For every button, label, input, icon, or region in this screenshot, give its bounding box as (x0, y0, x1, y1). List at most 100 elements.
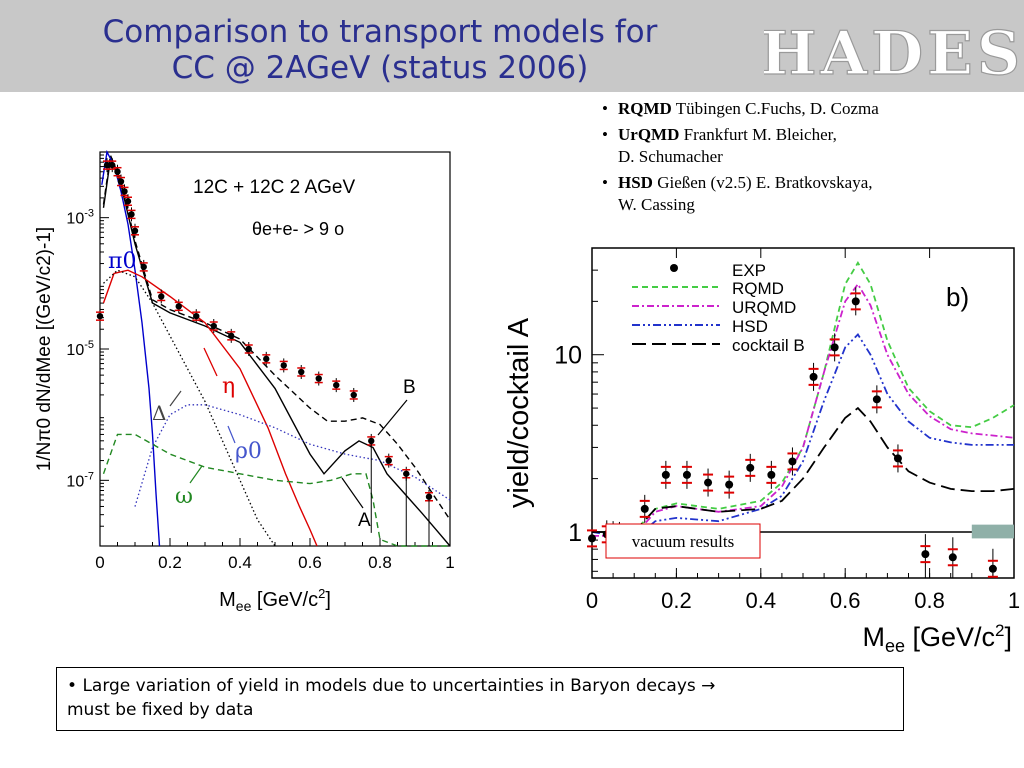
model-details: Frankfurt M. Bleicher, (683, 125, 837, 144)
x-tick-label: 0.8 (368, 553, 392, 572)
inset-box (605, 523, 761, 559)
omega-arrow (189, 465, 203, 484)
model-details: Tübingen C.Fuchs, D. Cozma (675, 99, 879, 118)
data-point (175, 303, 182, 310)
y-tick-label: 10 (554, 342, 582, 370)
rho-arrow (227, 425, 236, 444)
data-point (109, 161, 116, 169)
cut-label: θe+e- > 9 o (252, 219, 344, 239)
data-point (158, 293, 165, 300)
model-details: D. Schumacher (618, 147, 723, 166)
data-point (210, 322, 217, 330)
y-tick-exponent: -7 (84, 470, 94, 482)
curve-a-arrow (341, 477, 364, 509)
data-point (245, 345, 252, 353)
x-axis-label: Mee [GeV/c2] (219, 586, 331, 614)
x-axis-label-unit: [GeV/c (905, 622, 995, 652)
exp-point (809, 372, 818, 381)
legend-label: HSD (732, 317, 768, 336)
curve-0 (102, 155, 451, 547)
y-tick-label: 1 (568, 519, 582, 547)
exp-point (948, 553, 957, 562)
curve-3 (102, 269, 318, 547)
hades-logo: HADES (759, 18, 1021, 89)
exp-point (851, 297, 860, 306)
x-tick-label: 0.4 (228, 553, 252, 572)
x-axis-label-unit: [GeV/c (251, 589, 318, 611)
rho-label: ρ0 (235, 439, 262, 464)
model-details: W. Cassing (618, 195, 695, 214)
model-list: RQMD Tübingen C.Fuchs, D. Cozma UrQMD Fr… (602, 98, 1022, 220)
y-tick-label: 10-3 (66, 208, 94, 228)
curve-5 (134, 404, 451, 507)
data-point (114, 168, 121, 175)
spectrum-plot: 0 0.2 0.4 0.6 0.8 1 10-3 10-5 10-7 12C + 12C 2 AG… (30, 148, 470, 618)
data-point (280, 362, 287, 369)
curve-a-label: A (358, 510, 371, 531)
x-tick-label: 1 (1008, 588, 1020, 613)
summary-line2: must be fixed by data (67, 700, 254, 720)
legend-label: EXP (732, 261, 766, 280)
eta-label: η (222, 374, 235, 399)
pi0-label: π0 (108, 249, 136, 274)
model-curve-2 (591, 333, 1014, 540)
ratio-plot: 0 0.2 0.4 0.6 0.8 1 1 10 b) EXP RQMD URQMD HSD cockta… (490, 240, 1024, 660)
x-tick-label: 0.4 (746, 588, 777, 613)
data-point (298, 368, 305, 376)
x-tick-label: 1 (445, 553, 454, 572)
delta-arrow (169, 390, 182, 407)
x-tick-label: 0.2 (158, 553, 182, 572)
hades-logo-text: HADES (764, 22, 1020, 80)
x-tick-label: 0.2 (661, 588, 692, 613)
exp-point (788, 457, 797, 466)
data-point (103, 161, 111, 169)
x-axis-label-end: ] (1004, 622, 1012, 652)
data-point (131, 227, 139, 234)
model-curve-3 (592, 406, 1015, 533)
model-curve-1 (592, 282, 1015, 537)
exp-point (767, 470, 776, 479)
model-name: HSD (618, 173, 653, 192)
exp-point (893, 454, 902, 463)
x-axis-label: Mee [GeV/c2] (862, 621, 1012, 656)
summary-box: • Large variation of yield in models due… (56, 667, 904, 731)
x-tick-label: 0.6 (830, 588, 861, 613)
slide-title-line1: Comparison to transport models for (102, 14, 658, 50)
model-item-urqmd: UrQMD Frankfurt M. Bleicher, D. Schumache… (602, 124, 1022, 168)
model-name: RQMD (618, 99, 672, 118)
exp-point (640, 504, 649, 513)
exp-point (588, 534, 596, 543)
exp-point (988, 564, 997, 573)
eta-arrow (203, 347, 218, 377)
y-tick-exponent: -3 (84, 208, 94, 220)
x-tick-label: 0.8 (914, 588, 945, 613)
y-tick-exponent: -5 (84, 339, 94, 351)
data-point (315, 375, 322, 382)
x-axis-label-end: ] (325, 589, 331, 611)
data-point (385, 457, 392, 464)
exp-point (830, 343, 839, 352)
inset-label: vacuum results (632, 532, 734, 551)
model-curve-0 (592, 261, 1015, 533)
exp-point (872, 395, 881, 404)
curve-6 (102, 433, 450, 547)
data-point (263, 355, 270, 363)
plot-frame (99, 151, 451, 547)
y-tick-label: 10-5 (66, 339, 94, 359)
slide-title-line2: CC @ 2AGeV (status 2006) (171, 50, 589, 86)
data-point (124, 198, 132, 205)
x-axis-label-sup: 2 (318, 586, 325, 601)
exp-point (661, 470, 670, 479)
x-axis-label-sub: ee (885, 636, 905, 656)
y-axis-label: yield/cocktail A (503, 317, 535, 508)
legend-label: URQMD (732, 298, 796, 317)
curve-4 (103, 269, 276, 547)
data-point (140, 263, 147, 271)
data-point (368, 437, 375, 445)
summary-line1: • Large variation of yield in models due… (67, 676, 716, 696)
curve-b-arrow (377, 399, 408, 436)
model-details: Gießen (v2.5) E. Bratkovskaya, (657, 173, 873, 192)
slide-title: Comparison to transport models for CC @ … (40, 14, 720, 86)
legend-marker-exp (670, 264, 678, 272)
x-tick-label: 0.6 (298, 553, 322, 572)
